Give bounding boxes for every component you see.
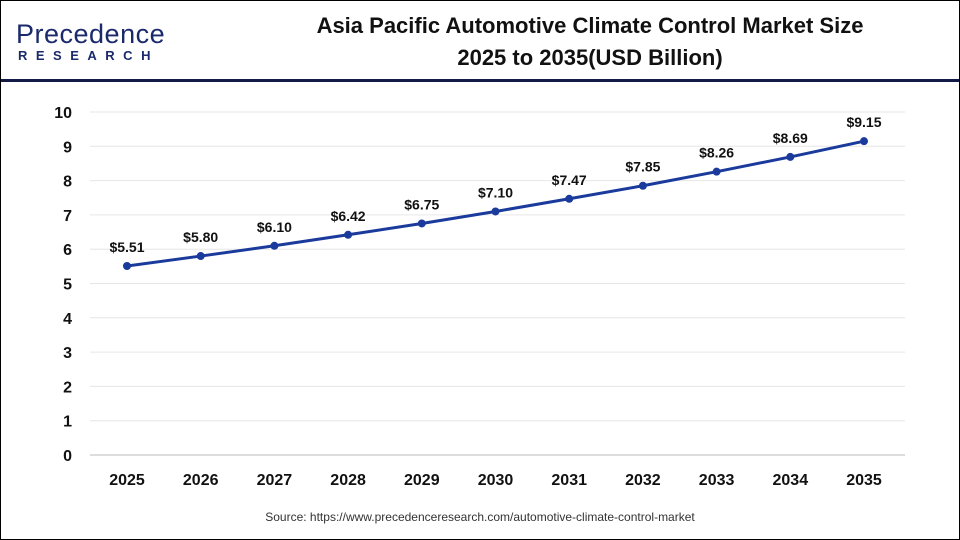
y-tick-label: 10: [54, 105, 72, 122]
data-label: $7.47: [552, 172, 587, 188]
data-label: $6.10: [257, 219, 292, 235]
data-label: $8.69: [773, 130, 808, 146]
data-label: $5.80: [183, 229, 218, 245]
data-label: $9.15: [846, 114, 881, 130]
data-point: [344, 230, 353, 239]
y-tick-label: 8: [63, 174, 72, 191]
data-point: [491, 207, 500, 216]
y-tick-label: 5: [63, 277, 72, 294]
logo-line1: Precedence: [16, 19, 166, 49]
data-label: $8.26: [699, 145, 734, 161]
logo-line2: RESEARCH: [18, 48, 159, 63]
x-tick-label: 2032: [625, 472, 661, 489]
precedence-research-logo: Precedence RESEARCH: [16, 20, 165, 63]
y-tick-label: 2: [63, 379, 72, 396]
series-line: [126, 139, 865, 268]
data-point: [270, 241, 279, 250]
x-tick-label: 2034: [773, 472, 809, 489]
data-point: [196, 252, 205, 261]
data-point: [565, 194, 574, 203]
data-label: $6.75: [404, 196, 439, 212]
data-label: $7.10: [478, 184, 513, 200]
x-tick-label: 2028: [330, 472, 366, 489]
x-tick-label: 2033: [699, 472, 735, 489]
x-tick-label: 2027: [257, 472, 293, 489]
data-point: [417, 219, 426, 228]
y-tick-label: 9: [63, 139, 72, 156]
data-point: [860, 137, 868, 146]
x-tick-label: 2026: [183, 472, 219, 489]
data-point: [123, 262, 131, 271]
x-tick-label: 2025: [109, 472, 145, 489]
source-note: Source: https://www.precedenceresearch.c…: [265, 510, 695, 524]
data-point: [786, 152, 795, 161]
title-line1: Asia Pacific Automotive Climate Control …: [316, 13, 864, 38]
title-line2: 2025 to 2035(USD Billion): [457, 45, 723, 70]
x-tick-label: 2031: [551, 472, 587, 489]
data-point: [638, 181, 647, 190]
data-label: $5.51: [109, 239, 144, 255]
y-tick-label: 7: [63, 208, 72, 225]
x-tick-label: 2035: [846, 472, 882, 489]
x-tick-label: 2029: [404, 472, 440, 489]
y-tick-label: 6: [63, 242, 72, 259]
y-tick-label: 3: [63, 345, 72, 362]
y-tick-label: 1: [63, 414, 72, 431]
chart-title: Asia Pacific Automotive Climate Control …: [240, 10, 940, 74]
data-point: [712, 167, 721, 176]
y-tick-label: 4: [63, 311, 72, 328]
x-tick-label: 2030: [478, 472, 514, 489]
header-divider: [1, 79, 959, 82]
data-label: $6.42: [331, 208, 366, 224]
data-label: $7.85: [625, 159, 660, 175]
y-tick-label: 0: [63, 448, 72, 465]
